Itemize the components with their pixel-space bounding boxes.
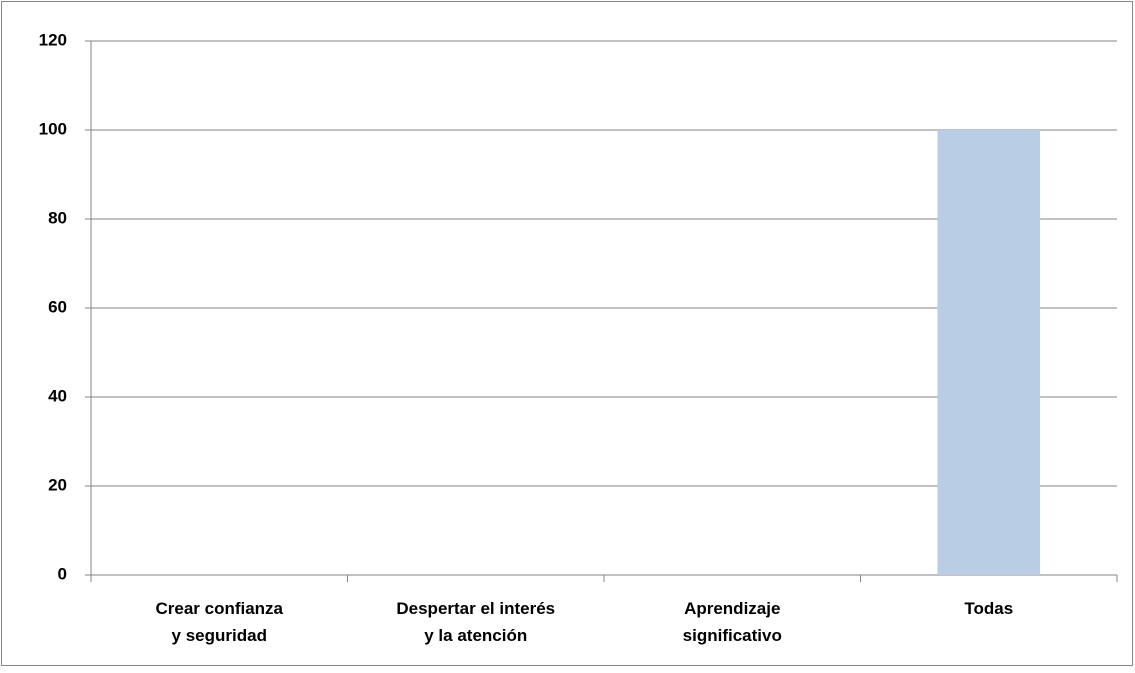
y-tick-label: 60 — [48, 297, 67, 316]
bar — [937, 130, 1041, 575]
y-tick-label: 0 — [58, 564, 67, 583]
y-tick-label: 20 — [48, 475, 67, 494]
x-tick-label: Despertar el interés y la atención — [396, 599, 555, 645]
y-tick-label: 120 — [39, 30, 67, 49]
x-tick-label: Crear confianza y seguridad — [155, 599, 283, 645]
x-tick-label: Aprendizaje significativo — [683, 599, 782, 645]
x-tick-label: Todas — [964, 599, 1013, 618]
y-tick-label: 40 — [48, 386, 67, 405]
y-tick-label: 80 — [48, 208, 67, 227]
y-tick-label: 100 — [39, 119, 67, 138]
